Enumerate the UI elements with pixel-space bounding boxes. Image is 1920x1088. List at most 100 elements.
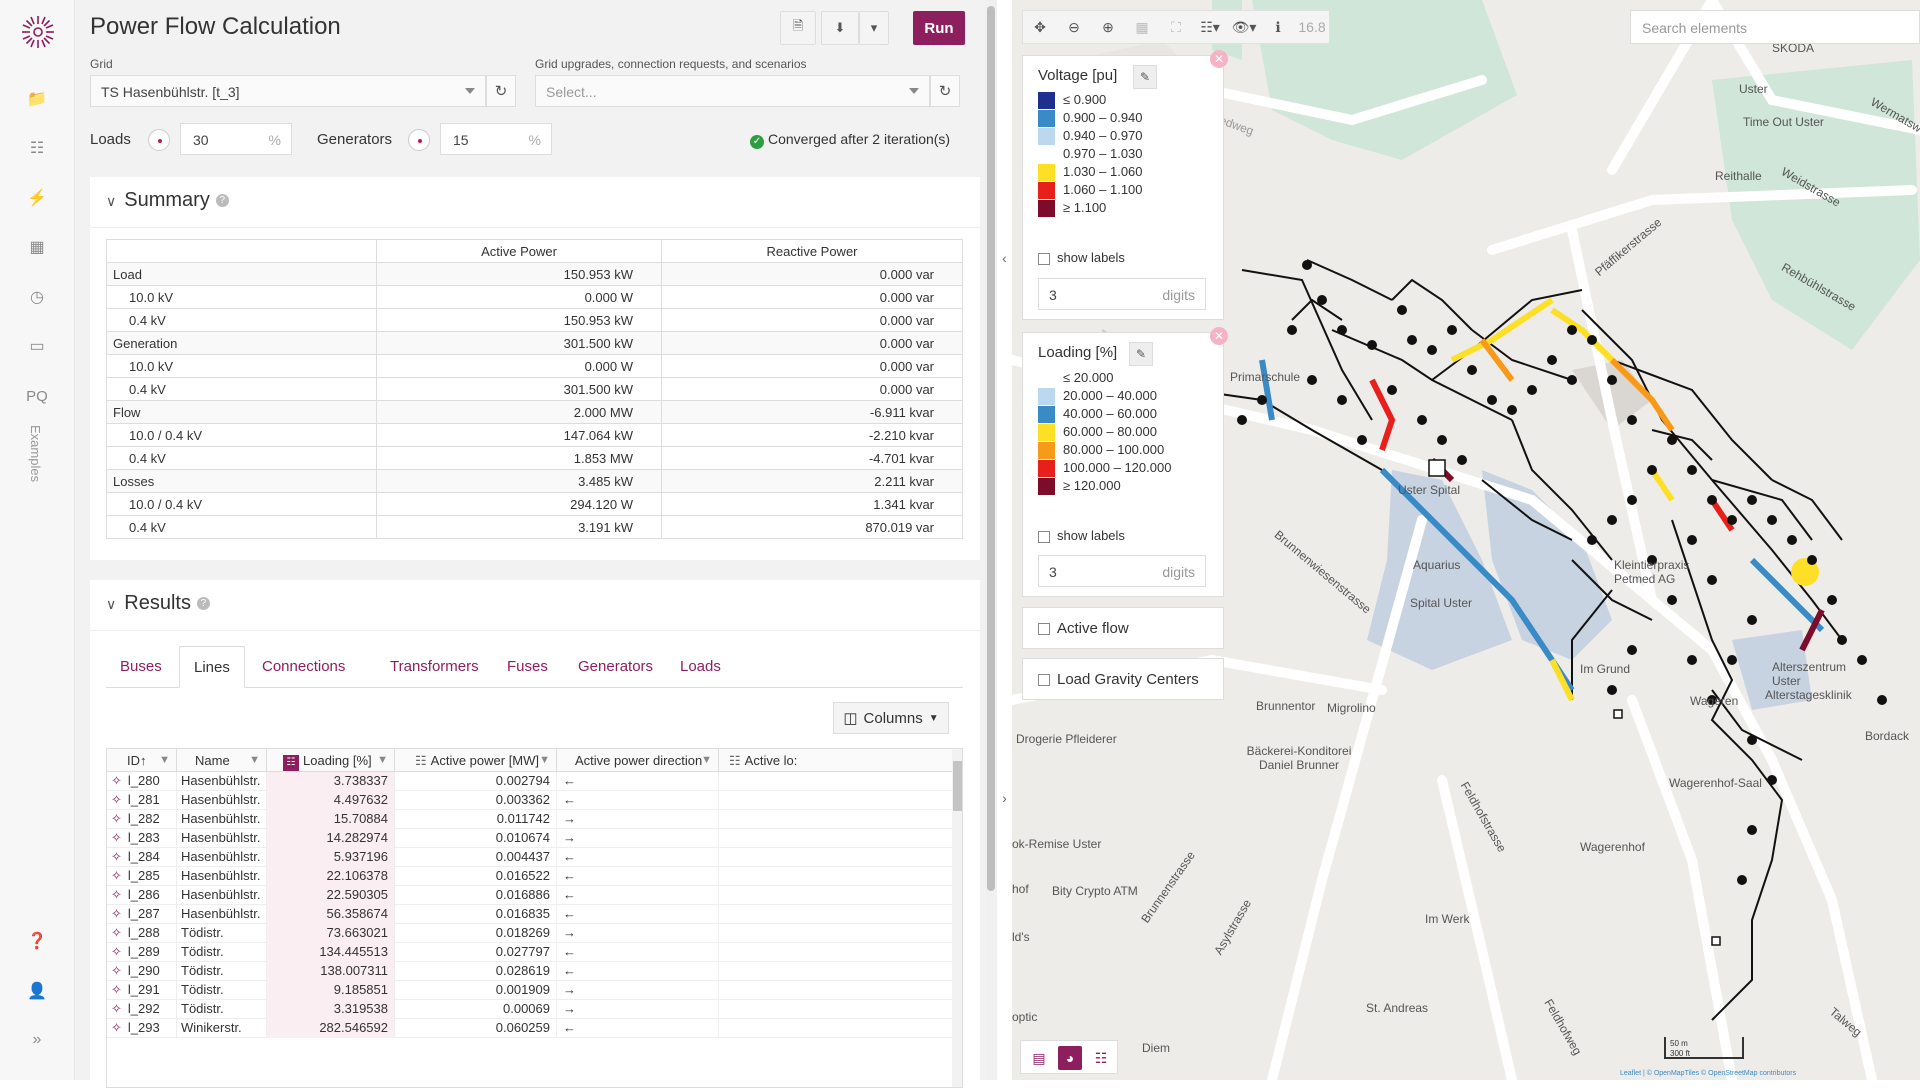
active-flow-checkbox[interactable] [1038, 623, 1050, 635]
voltage-show-labels-checkbox[interactable] [1038, 253, 1050, 265]
table-row[interactable]: ✧ l_285 Hasenbühlstr. 22.106378 0.016522 ← [107, 867, 952, 886]
locate-icon[interactable]: ✧ [111, 963, 122, 978]
filter-icon[interactable]: ▼ [539, 754, 550, 766]
tab-lines[interactable]: Lines [179, 646, 245, 688]
fullscreen-icon[interactable]: ⛶ [1171, 18, 1181, 35]
close-loading-legend-icon[interactable]: ✕ [1210, 327, 1228, 345]
locate-icon[interactable]: ✧ [111, 982, 122, 997]
examples-link[interactable]: Examples [28, 425, 43, 483]
search-input[interactable]: Search elements [1630, 10, 1920, 44]
network-icon[interactable]: ☷ [29, 140, 45, 157]
zoom-out-icon[interactable]: ⊖ [1068, 18, 1080, 35]
download-menu-button[interactable]: ▾ [859, 11, 889, 45]
scenarios-refresh-button[interactable]: ↻ [930, 75, 960, 107]
grid-scroll-thumb[interactable] [953, 761, 962, 811]
load-gravity-toggle[interactable]: Load Gravity Centers [1022, 658, 1224, 700]
locate-icon[interactable]: ✧ [111, 1020, 122, 1035]
col-power[interactable]: ☷ Active power [MW] ▼ [395, 749, 557, 772]
pq-link[interactable]: PQ [26, 387, 48, 405]
table-row[interactable]: ✧ l_287 Hasenbühlstr. 56.358674 0.016835 ← [107, 905, 952, 924]
fit-icon[interactable]: ▦ [1135, 18, 1149, 35]
table-row[interactable]: ✧ l_293 Winikerstr. 282.546592 0.060259 ← [107, 1019, 952, 1038]
col-direction[interactable]: Active power direction ▼ [557, 749, 719, 772]
generators-input[interactable]: 15% [440, 123, 552, 155]
table-row[interactable]: ✧ l_281 Hasenbühlstr. 4.497632 0.003362 ← [107, 791, 952, 810]
table-row[interactable]: ✧ l_291 Tödistr. 9.185851 0.001909 → [107, 981, 952, 1000]
pan-icon[interactable]: ✥ [1034, 18, 1046, 35]
help-icon[interactable]: ? [215, 194, 229, 208]
tab-fuses[interactable]: Fuses [507, 658, 548, 675]
table-row[interactable]: ✧ l_282 Hasenbühlstr. 15.70884 0.011742 → [107, 810, 952, 829]
locate-icon[interactable]: ✧ [111, 944, 122, 959]
split-view-icon[interactable]: ▤ [1032, 1050, 1046, 1066]
load-gravity-checkbox[interactable] [1038, 674, 1050, 686]
download-button[interactable]: ⬇ [821, 11, 859, 45]
app-logo[interactable] [20, 14, 56, 50]
scenarios-select[interactable]: Select... [535, 75, 930, 107]
user-icon[interactable]: 👤 [27, 983, 47, 1000]
left-panel-scrollbar[interactable] [985, 0, 997, 1080]
locate-icon[interactable]: ✧ [111, 811, 122, 826]
locate-icon[interactable]: ✧ [111, 773, 122, 788]
map-layer-icon[interactable]: ◕ [1058, 1046, 1082, 1070]
table-row[interactable]: ✧ l_292 Tödistr. 3.319538 0.00069 → [107, 1000, 952, 1019]
table-row[interactable]: ✧ l_288 Tödistr. 73.663021 0.018269 → [107, 924, 952, 943]
results-header[interactable]: ∨ Results? [106, 592, 210, 615]
col-active-loss[interactable]: ☷ Active lo: [719, 749, 952, 772]
expand-right-icon[interactable]: › [1002, 790, 1007, 806]
visibility-menu-icon[interactable]: 👁▾ [1231, 18, 1257, 35]
loads-radio[interactable] [148, 129, 170, 151]
table-row[interactable]: ✧ l_290 Tödistr. 138.007311 0.028619 ← [107, 962, 952, 981]
filter-icon[interactable]: ▼ [249, 754, 260, 766]
network-menu-icon[interactable]: ☷▾ [1200, 18, 1220, 35]
tab-connections[interactable]: Connections [262, 658, 346, 675]
loading-digits-input[interactable]: 3 digits [1038, 555, 1206, 587]
help-icon[interactable]: ❓ [27, 933, 47, 950]
locate-icon[interactable]: ✧ [111, 1001, 122, 1016]
table-row[interactable]: ✧ l_284 Hasenbühlstr. 5.937196 0.004437 ← [107, 848, 952, 867]
locate-icon[interactable]: ✧ [111, 868, 122, 883]
grid-scrollbar[interactable] [952, 749, 962, 1087]
loading-show-labels-checkbox[interactable] [1038, 531, 1050, 543]
table-row[interactable]: ✧ l_283 Hasenbühlstr. 14.282974 0.010674 → [107, 829, 952, 848]
edit-pencil-icon[interactable]: ✎ [1129, 342, 1153, 366]
help-icon[interactable]: ? [196, 597, 210, 611]
plug-icon[interactable]: ⚡ [27, 190, 47, 207]
left-panel-scroll-thumb[interactable] [987, 6, 995, 891]
table-row[interactable]: ✧ l_286 Hasenbühlstr. 22.590305 0.016886 ← [107, 886, 952, 905]
info-icon[interactable]: ℹ [1275, 18, 1281, 35]
filter-icon[interactable]: ▼ [701, 754, 712, 766]
folder-icon[interactable]: 📁 [27, 91, 47, 108]
loads-input[interactable]: 30% [180, 123, 292, 155]
col-loading[interactable]: ☷ Loading [%] ▼ [267, 749, 395, 772]
filter-icon[interactable]: ▼ [377, 754, 388, 766]
generators-radio[interactable] [408, 129, 430, 151]
locate-icon[interactable]: ✧ [111, 830, 122, 845]
tab-loads[interactable]: Loads [680, 658, 721, 675]
color-scale-icon[interactable]: ☷ [283, 755, 299, 771]
map-attribution[interactable]: Leaflet | © OpenMapTiles © OpenStreetMap… [1620, 1070, 1797, 1077]
close-voltage-legend-icon[interactable]: ✕ [1210, 50, 1228, 68]
columns-button[interactable]: ◫ Columns ▼ [833, 702, 949, 734]
locate-icon[interactable]: ✧ [111, 925, 122, 940]
expand-icon[interactable]: » [32, 1031, 42, 1048]
voltage-digits-input[interactable]: 3 digits [1038, 278, 1206, 310]
locate-icon[interactable]: ✧ [111, 792, 122, 807]
active-flow-toggle[interactable]: Active flow [1022, 607, 1224, 649]
locate-icon[interactable]: ✧ [111, 887, 122, 902]
col-id[interactable]: ID↑ ▼ [107, 749, 177, 772]
calculator-icon[interactable]: ▦ [29, 239, 45, 256]
table-row[interactable]: ✧ l_280 Hasenbühlstr. 3.738337 0.002794 ← [107, 772, 952, 791]
locate-icon[interactable]: ✧ [111, 849, 122, 864]
filter-icon[interactable]: ▼ [159, 754, 170, 766]
clock-icon[interactable]: ◷ [30, 289, 44, 306]
report-button[interactable]: 🗎 [780, 11, 816, 45]
tab-buses[interactable]: Buses [120, 658, 162, 675]
locate-icon[interactable]: ✧ [111, 906, 122, 921]
col-name[interactable]: Name ▼ [177, 749, 267, 772]
run-button[interactable]: Run [913, 11, 965, 45]
collapse-left-icon[interactable]: ‹ [1002, 250, 1007, 266]
tab-transformers[interactable]: Transformers [390, 658, 479, 675]
table-row[interactable]: ✧ l_289 Tödistr. 134.445513 0.027797 ← [107, 943, 952, 962]
grid-refresh-button[interactable]: ↻ [486, 75, 516, 107]
